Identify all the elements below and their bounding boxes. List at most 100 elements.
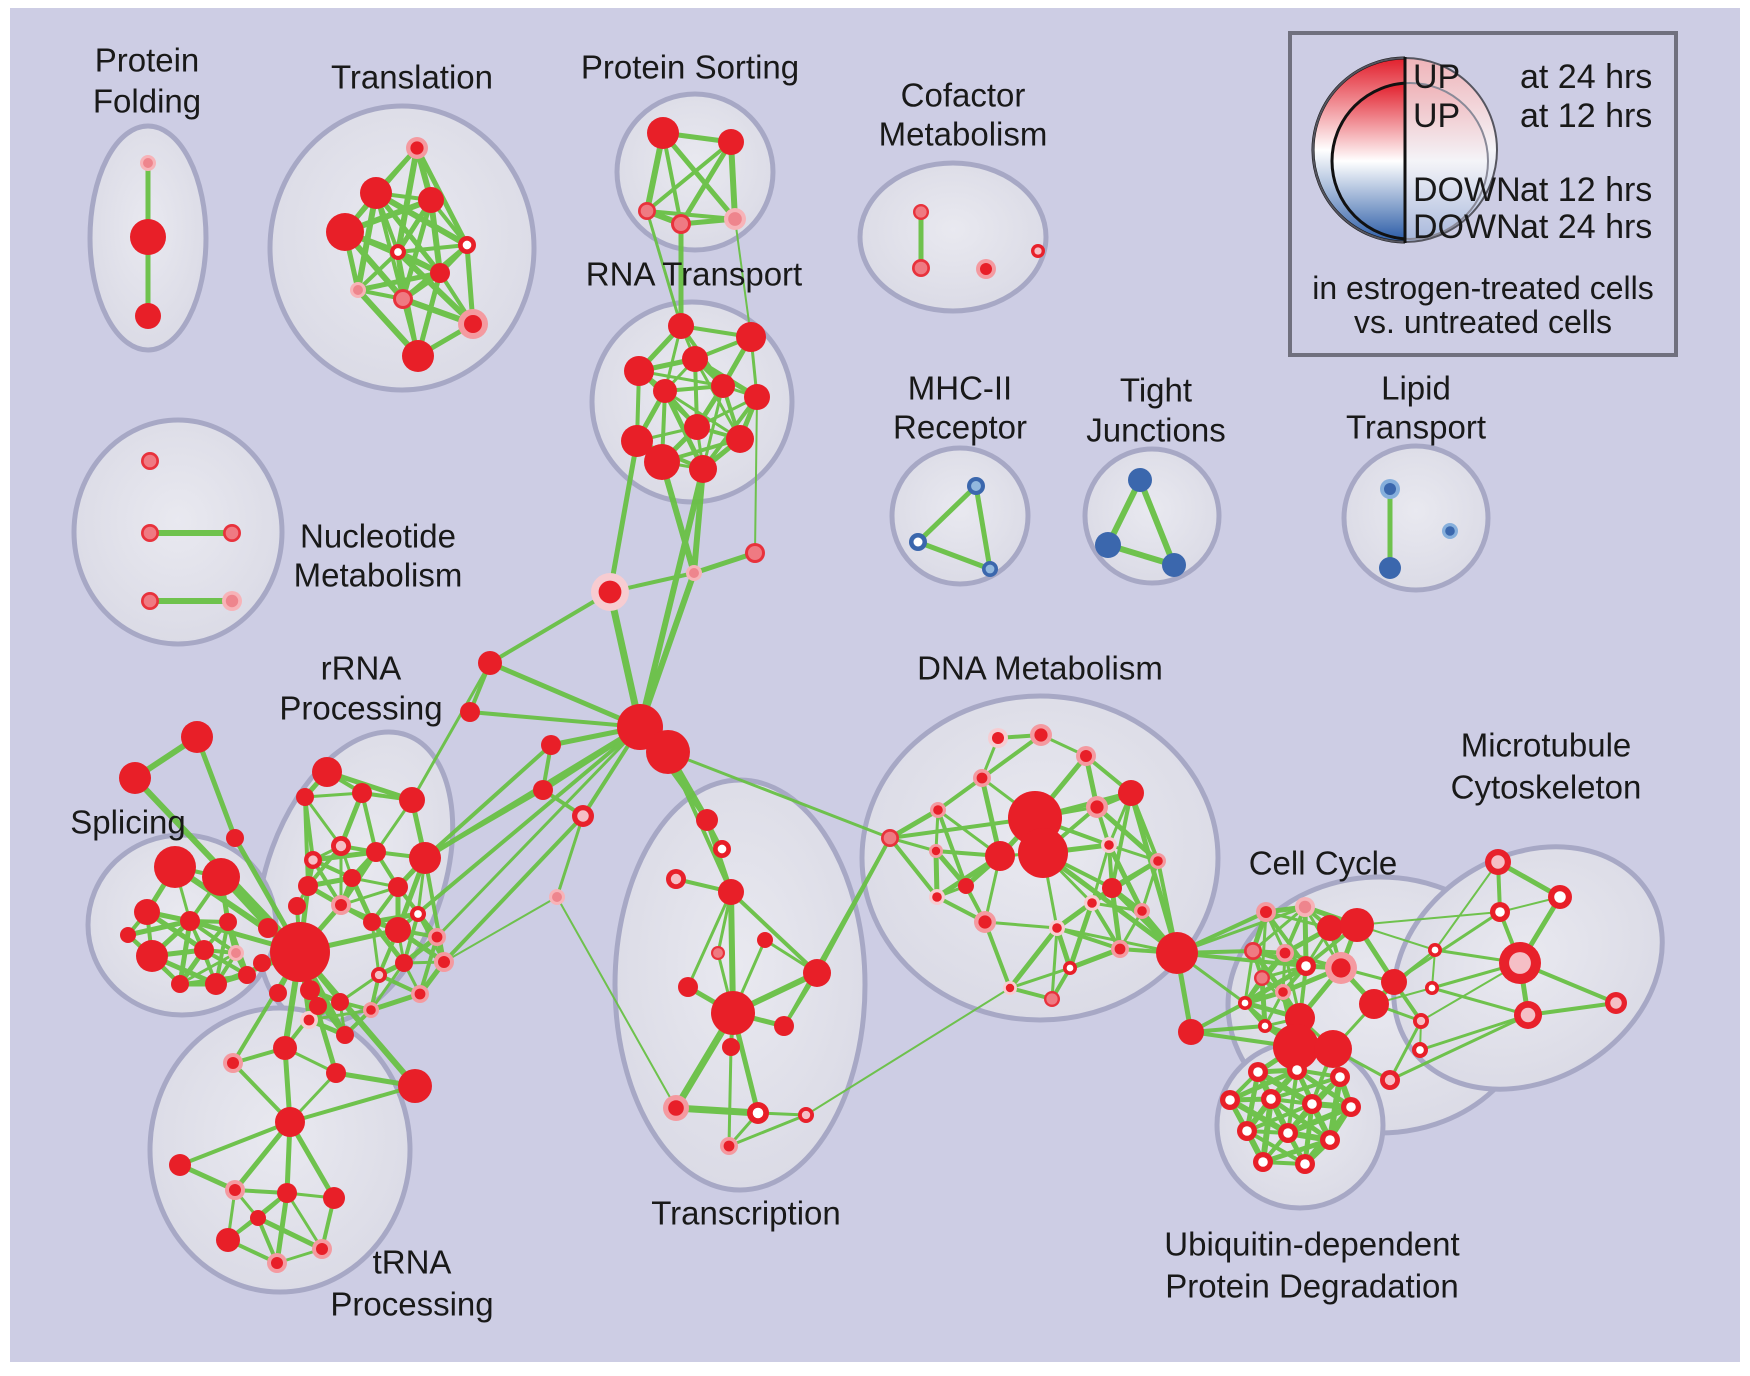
edge-cell_cycle [1175,905,1307,955]
edge-dna_metabolism [888,836,939,899]
gene-node [1162,553,1186,577]
gene-node [682,346,708,372]
edge-link [782,836,892,1028]
gene-node [1080,750,1092,762]
gene-node [394,248,402,256]
gene-node [913,537,923,547]
gene-node [931,846,941,856]
gene-node [171,975,189,993]
edge-rna_transport [701,384,725,471]
gene-node [722,1038,740,1056]
gene-node [1018,828,1068,878]
cluster-label-tight_junctions: Junctions [1086,412,1225,449]
gene-node [143,594,157,608]
gene-node [728,212,742,226]
edge-rrna_processing [418,935,439,996]
gene-node [385,917,411,943]
gene-node [1005,983,1015,993]
gene-node [399,787,425,813]
gene-node [1225,1095,1235,1105]
gene-node [1256,972,1268,984]
gene-node [958,878,974,894]
edge-mhc_ii_receptor [915,539,993,572]
gene-node [1335,1072,1345,1082]
gene-node [1416,1046,1424,1054]
gene-node [136,940,168,972]
gene-node [752,1107,764,1119]
gene-node [980,263,992,275]
legend-footer-text: in estrogen-treated cells [1312,270,1654,306]
gene-node [326,213,364,251]
cluster-ellipse-transcription [612,777,868,1193]
cluster-label-ubiquitin_degradation: Protein Degradation [1165,1268,1459,1305]
gene-node [169,1154,191,1176]
gene-node [1278,987,1288,997]
gene-node [647,117,679,149]
gene-node [414,910,422,918]
gene-node [238,966,256,984]
cluster-label-trna_processing: tRNA [373,1244,452,1281]
edge-center [555,814,585,899]
gene-node [143,158,153,168]
gene-node [1283,1128,1293,1138]
gene-node [1346,1102,1356,1112]
gene-node [1261,1022,1269,1030]
cluster-label-cofactor_metabolism: Metabolism [879,116,1048,153]
gene-node [135,303,161,329]
gene-node [985,564,995,574]
edge-protein_sorting [678,139,734,227]
edge-protein_sorting [660,130,738,222]
edge-rrna_processing [303,795,343,848]
cluster-label-nucleotide_metabolism: Nucleotide [300,518,456,555]
edge-rrna_processing [303,795,315,862]
gene-node [398,1069,432,1103]
edge-link [805,987,1011,1116]
gene-node [678,977,698,997]
gene-node [1610,997,1622,1009]
edge-rna_transport [663,389,742,441]
edge-link [1388,1013,1530,1082]
gene-node [1246,944,1260,958]
gene-node [326,1063,346,1083]
gene-node [438,956,450,968]
gene-node [464,315,482,333]
gene-node [711,991,755,1035]
edge-center [488,590,612,665]
gene-node [269,984,287,1002]
gene-node [414,988,426,1000]
gene-node [1554,891,1566,903]
gene-node [915,206,927,218]
gene-node [250,1210,266,1226]
cluster-label-microtubule_cytoskeleton: Cytoskeleton [1451,769,1642,806]
cluster-splicing-nodes [120,846,256,995]
cluster-translation-nodes [326,137,488,372]
gene-node [757,932,773,948]
edge-link [645,209,683,328]
edge-mhc_ii_receptor [915,483,979,545]
gene-node [1034,247,1042,255]
edge-ubiquitin_degradation [1294,1067,1354,1110]
cluster-lipid_transport-nodes [1379,479,1458,579]
edge-link [1356,911,1501,926]
gene-node [396,292,410,306]
edge-cell_cycle [1242,963,1309,1006]
gene-node [430,263,450,283]
edge-link [435,725,642,939]
cluster-mhc_ii_receptor-nodes [909,477,998,577]
gene-node [418,187,444,213]
gene-node [932,892,942,902]
gene-node [300,980,320,1000]
gene-node [985,841,1015,871]
gene-node [134,899,160,925]
edge-ubiquitin_degradation [1245,1102,1314,1133]
cluster-ellipse-cofactor_metabolism [857,160,1049,314]
nodes-layer [119,117,1627,1273]
edge-dna_metabolism [1008,966,1072,990]
gene-node [335,899,347,911]
gene-node [388,877,408,897]
gene-node [395,954,413,972]
edge-link [666,750,892,840]
edge-link [423,788,545,860]
edge-ubiquitin_degradation [1285,1104,1354,1136]
cluster-cell_cycle-nodes [1156,897,1429,1090]
